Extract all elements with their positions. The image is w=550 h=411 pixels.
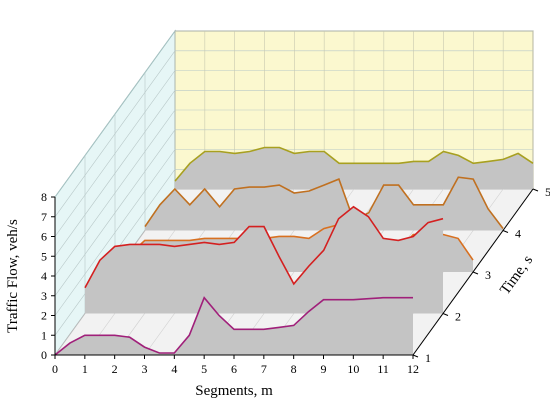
time-tick xyxy=(442,313,449,316)
time-axis-title: Time, s xyxy=(497,252,536,298)
series-line-t3 xyxy=(114,223,474,272)
series-area-t2 xyxy=(85,206,443,314)
series-line-t2 xyxy=(84,205,444,289)
series-area-t4 xyxy=(145,177,503,231)
series-line-t5 xyxy=(174,146,534,182)
x-tick-label: 0 xyxy=(52,362,58,376)
y-tick-label: 5 xyxy=(41,249,47,263)
y-tick-label: 0 xyxy=(41,348,47,362)
time-tick xyxy=(412,354,419,358)
x-tick-label: 12 xyxy=(407,362,419,376)
time-tick xyxy=(532,188,539,192)
time-tick xyxy=(502,230,509,233)
x-tick-label: 3 xyxy=(142,362,148,376)
y-tick-label: 3 xyxy=(41,289,47,303)
y-tick-label: 4 xyxy=(41,269,47,283)
time-tick-label: 3 xyxy=(485,268,491,282)
series-area-t5 xyxy=(175,147,533,189)
series-area-t1 xyxy=(55,297,413,355)
time-tick-label: 1 xyxy=(425,351,431,365)
x-tick-label: 9 xyxy=(321,362,327,376)
x-tick-label: 10 xyxy=(347,362,359,376)
time-tick xyxy=(472,271,479,275)
x-tick-label: 11 xyxy=(377,362,389,376)
series-layer xyxy=(54,146,534,356)
axes xyxy=(51,188,539,359)
time-tick-label: 5 xyxy=(545,185,550,199)
series-line-t4 xyxy=(144,176,504,229)
y-tick-label: 7 xyxy=(41,210,47,224)
x-tick-label: 6 xyxy=(231,362,237,376)
x-tick-label: 5 xyxy=(201,362,207,376)
y-tick-label: 8 xyxy=(41,190,47,204)
time-tick-label: 4 xyxy=(515,227,521,241)
y-tick-label: 2 xyxy=(41,309,47,323)
x-tick-label: 2 xyxy=(112,362,118,376)
x-tick-label: 1 xyxy=(82,362,88,376)
x-tick-label: 7 xyxy=(261,362,267,376)
y-tick-label: 6 xyxy=(41,230,47,244)
y-tick-label: 1 xyxy=(41,328,47,342)
series-line-t1 xyxy=(54,296,413,356)
time-tick-label: 2 xyxy=(455,310,461,324)
x-tick-label: 4 xyxy=(171,362,177,376)
x-axis-title: Segments, m xyxy=(195,383,273,399)
y-axis-title: Traffic Flow, veh/s xyxy=(5,219,21,333)
x-tick-label: 8 xyxy=(291,362,297,376)
